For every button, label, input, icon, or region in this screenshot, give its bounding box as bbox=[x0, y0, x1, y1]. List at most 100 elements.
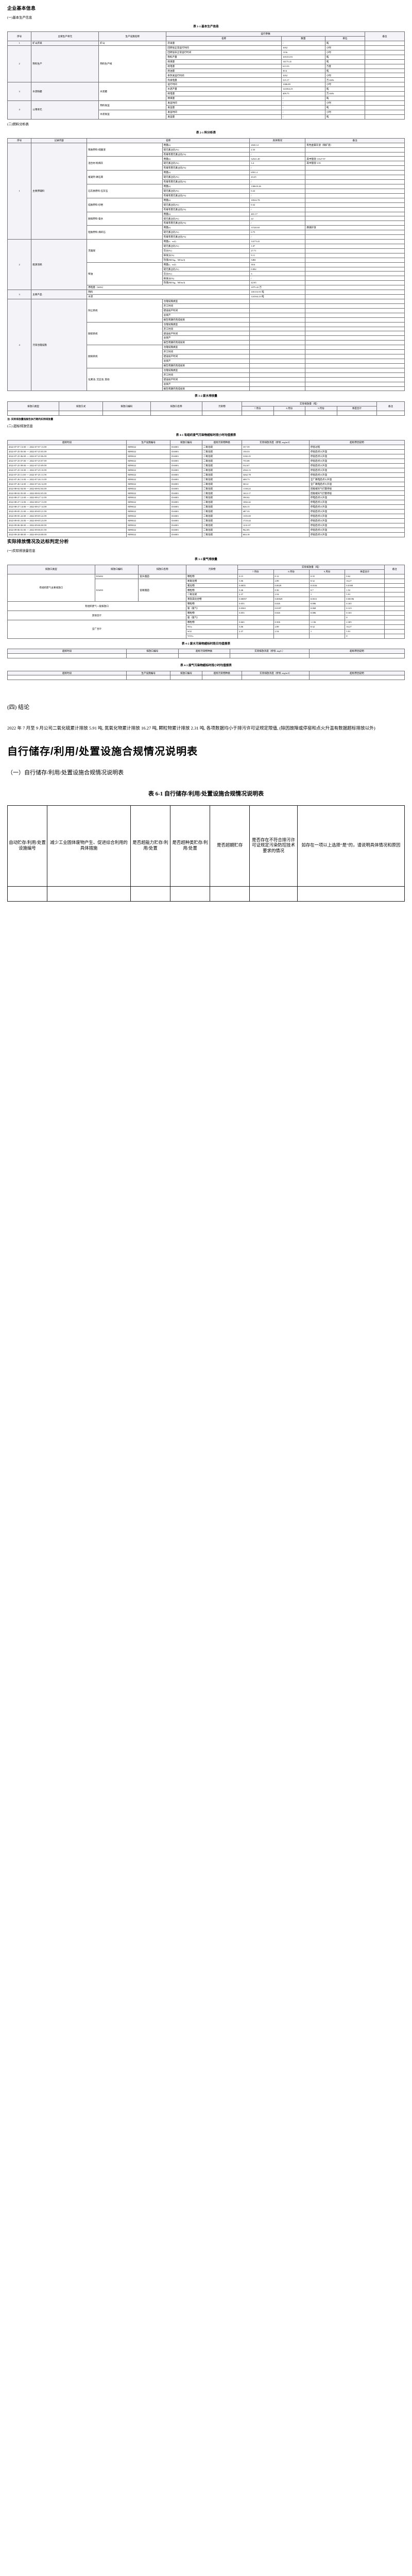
cell-remark bbox=[364, 114, 405, 120]
col-actual-conc: 实际排放浓度（折标, mg/m3） bbox=[241, 670, 310, 676]
cell bbox=[308, 675, 405, 681]
cell-remark bbox=[305, 321, 405, 327]
cell-outlet-code: DA003 bbox=[170, 454, 202, 459]
cell-reason: 因极端天气打雷停窑 bbox=[308, 490, 405, 496]
table-row: 2022-08-27 12:00 ~~ 2022-08-27 12:59 MF00… bbox=[7, 495, 405, 501]
cell-param-unit: 小时 bbox=[324, 100, 365, 106]
cell-remark bbox=[305, 170, 405, 176]
cell-param-qty: 409.75 bbox=[281, 91, 325, 97]
table-row: 2022-09-05 21:00 ~~ 2022-09-05 21:59 MF00… bbox=[7, 509, 405, 515]
table-row: 化粪池, 沉淀池, 其他 治理设施类型 bbox=[8, 367, 405, 392]
cell-remark bbox=[305, 340, 405, 346]
cell-remark bbox=[364, 82, 405, 88]
cell-july: 2.37 bbox=[237, 629, 274, 634]
cell-param-unit: 万度 bbox=[324, 63, 365, 69]
cell-remark bbox=[384, 619, 405, 625]
table-row: 4 污染治理设施 除尘系统 治理设施类型 bbox=[7, 299, 405, 392]
cell-record-content: 能源消耗 bbox=[31, 239, 88, 291]
cell-august bbox=[273, 633, 310, 639]
cell-outlet-code: DA003 bbox=[170, 481, 202, 487]
cell-quarter-total: 0.165 bbox=[345, 601, 385, 607]
cell-param-qty: 315.17 bbox=[281, 77, 325, 83]
cell-facility-code: MF0022 bbox=[126, 449, 171, 455]
cell-remark bbox=[305, 151, 405, 157]
cell-remark bbox=[364, 105, 405, 110]
cell-property: 硫元素占比(%) bbox=[162, 188, 250, 194]
col-pollutant-type: 超标污染物种类 bbox=[201, 670, 242, 676]
cell-param-name: 耗电量 bbox=[166, 63, 282, 69]
cell-value: / bbox=[249, 151, 306, 157]
cell-material-name: 柴油 bbox=[87, 262, 163, 286]
cell-remark bbox=[305, 243, 405, 249]
cell-concentration: 532.67 bbox=[241, 463, 310, 468]
cell-quarter-total: 0 bbox=[345, 633, 385, 639]
cell-remark: 有色金属灰渣（铜矿渣） bbox=[305, 142, 405, 148]
cell-outlet-code: DA003 bbox=[170, 518, 202, 523]
cell-param-name: 运行时间 bbox=[166, 82, 282, 88]
col-facility: 生产设施名称 bbox=[98, 31, 167, 42]
cell-property: 用量(t) bbox=[162, 211, 250, 217]
cell-param-qty: 1052 bbox=[281, 73, 325, 78]
cell-property: 硫元素占比(%) bbox=[162, 216, 250, 222]
cell-value bbox=[249, 345, 306, 350]
cell-param-unit: 万 kWh bbox=[324, 77, 365, 83]
table-header-row: 排放口类型 排放口编码 排放口名称 污染物 实际排放量（吨） 备注 bbox=[7, 564, 405, 574]
cell-remark bbox=[305, 230, 405, 235]
cell-pollutant: 二氧化硫 bbox=[201, 504, 242, 510]
cell-outlet-code: DA003 bbox=[170, 522, 202, 528]
cell-exceed-period: 2022-09-06 01:00 ~~ 2022-09-06 01:59 bbox=[7, 527, 127, 533]
table-row: 有组织废气主要排放口 DA002 窑头烟囱 颗粒物 0.15 0.12 0.35 0.62 bbox=[7, 573, 405, 602]
cell-property: 有毒有害元素占比(%) bbox=[162, 179, 250, 184]
cell-concentration: 400.73 bbox=[241, 477, 310, 482]
cell-seq: 3 bbox=[7, 290, 32, 300]
cell-material-name: 铁质原料-硫酸渣 bbox=[87, 142, 163, 157]
cell-property: 硫元素占比(%) bbox=[162, 161, 250, 166]
cell-remark bbox=[384, 601, 405, 607]
cell-pollutant: 二氧化硫 bbox=[201, 458, 242, 464]
cell-concentration: 1723.44 bbox=[241, 518, 310, 523]
cell-remark bbox=[364, 68, 405, 74]
cell-seq: 4 bbox=[7, 299, 32, 392]
cell-param-qty: 1156 bbox=[281, 49, 325, 55]
cell-remark bbox=[305, 381, 405, 387]
cell bbox=[7, 410, 60, 416]
cell-reason: 停窑后点火升温 bbox=[308, 463, 405, 468]
cell-outlet-code: DA003 bbox=[170, 500, 202, 505]
cell-remark bbox=[305, 262, 405, 267]
col-unit: 主要生产单元 bbox=[31, 31, 99, 42]
cell-param-unit: 小时 bbox=[324, 45, 365, 50]
cell-remark bbox=[384, 606, 405, 612]
cell-facility: 矿山 bbox=[98, 41, 167, 46]
table-2-1-caption: 表 2-1 料分析表 bbox=[196, 131, 216, 135]
col-outlet-type: 排放口类型 bbox=[7, 564, 95, 574]
cell-property: 有毒有害元素占比(%) bbox=[162, 193, 250, 198]
cell-exceed-period: 2022-07-26 14:00 ~~ 2022-07-26 14:59 bbox=[7, 481, 127, 487]
cell-property: 开工时间 bbox=[162, 372, 250, 378]
table-4-1-caption: 表 4-1 有组织废气污染物超标时段小时均值报表 bbox=[176, 433, 236, 437]
col-seq: 序号 bbox=[7, 31, 32, 42]
cell-outlet-code: DA003 bbox=[170, 514, 202, 519]
cell-property: 硫元素占比(%) bbox=[162, 147, 250, 152]
cell-august: 0.00029 bbox=[273, 597, 310, 602]
cell-september: 1.136 bbox=[308, 619, 346, 625]
cell-outlet-code: DA003 bbox=[94, 578, 139, 602]
cell-property: 用量(t) bbox=[162, 197, 250, 203]
table-row: 3 水泥粉磨 水泥磨 运行时间 1386.89 小时 bbox=[7, 82, 405, 101]
cell-facility-code: MF0022 bbox=[126, 463, 171, 468]
cell bbox=[229, 653, 310, 658]
cell-param-name: 熟料产量 bbox=[166, 54, 282, 60]
cell-value: 9.11 bbox=[249, 252, 306, 258]
cell-value: 130610.26 bbox=[249, 183, 306, 189]
table-row: 2 能源消耗 无烟煤 用量(t、m2) 14173.41 bbox=[7, 239, 405, 291]
cell-pollutant: 二氧化硫 bbox=[201, 467, 242, 473]
cell-exceed-period: 2022-07-25 07:00 ~~ 2022-07-25 07:59 bbox=[7, 458, 127, 464]
cell-facility-code: MF0022 bbox=[126, 514, 171, 519]
section-exceedance-info: (二) 超标排放信息 bbox=[7, 425, 33, 429]
cell bbox=[308, 653, 405, 658]
cell-value: / bbox=[249, 234, 306, 240]
cell-param-unit: 吨 bbox=[324, 54, 365, 60]
cell-seq: 3 bbox=[7, 82, 32, 101]
cell-value: 3 bbox=[249, 271, 306, 277]
cell-remark bbox=[384, 597, 405, 602]
cell-exceed-period: 2022-08-27 12:00 ~~ 2022-08-27 12:59 bbox=[7, 495, 127, 501]
